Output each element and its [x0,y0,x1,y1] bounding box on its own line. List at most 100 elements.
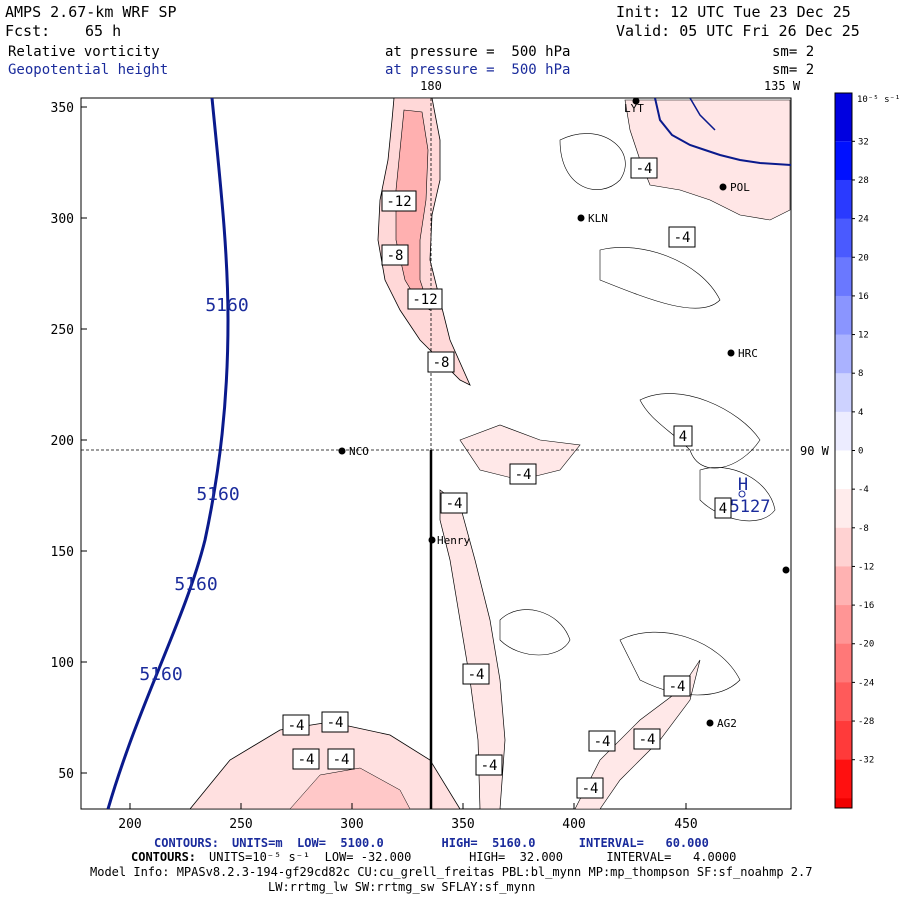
colorbar-tick-label: 24 [858,215,869,225]
lon-90w-label: 90 W [800,444,830,458]
model-info: Model Info: MPASv8.2.3-194-gf29cd82c CU:… [90,865,813,879]
station-marker [727,349,735,357]
station-marker [577,214,585,222]
height-contour-5160 [106,98,230,809]
height-label: 5160 [174,574,217,595]
colorbar-tick-label: -20 [858,640,874,650]
lon-135w-label: 135 W [764,79,801,93]
colorbar-swatch [835,798,852,808]
colorbar-swatch [835,257,852,297]
colorbar-tick-label: 28 [858,176,869,186]
vort-label: 4 [719,501,727,517]
colorbar-tick-label: -16 [858,601,874,611]
vort-label: -4 [468,667,485,683]
vort-label: -12 [386,194,411,210]
y-tick-label: 150 [51,545,74,560]
colorbar-tick-label: -4 [858,485,869,495]
vort-label: -4 [298,752,315,768]
station-marker [782,566,790,574]
field2-smoothing: sm= 2 [772,62,815,78]
colorbar-tick-label: 32 [858,137,869,147]
station-marker [632,97,640,105]
height-label: 5160 [139,664,182,685]
station-marker [428,536,436,544]
vort-label: -4 [669,679,686,695]
colorbar-swatch [835,605,852,645]
colorbar-tick-label: -28 [858,717,874,727]
colorbar-swatch [835,682,852,722]
contour-info-height: UNITS=m LOW= 5100.0 HIGH= 5160.0 INTERVA… [232,836,709,850]
high-center-value: 5127 [730,497,771,517]
vort-fill-band [439,489,506,809]
field1-smoothing: sm= 2 [772,44,815,60]
station-marker [706,719,714,727]
vort-label: -8 [387,248,404,264]
station-label-kln: KLN [588,212,608,225]
init-time: Init: 12 UTC Tue 23 Dec 25 [616,3,851,21]
colorbar-tick-label: -24 [858,678,874,688]
forecast-hour: 65 h [85,22,122,40]
vort-label: -4 [639,732,656,748]
x-tick-label: 300 [340,817,363,832]
x-tick-label: 200 [118,817,141,832]
model-info-radiation: LW:rrtmg_lw SW:rrtmg_sw SFLAY:sf_mynn [268,880,536,894]
y-tick-label: 300 [51,212,74,227]
x-tick-label: 350 [451,817,474,832]
colorbar-swatch [835,489,852,529]
vort-label: -4 [333,752,350,768]
y-tick-label: 200 [51,434,74,449]
colorbar-tick-label: 16 [858,292,869,302]
colorbar-swatch [835,179,852,220]
valid-time: Valid: 05 UTC Fri 26 Dec 25 [616,22,860,40]
colorbar-swatch [835,643,852,683]
colorbar-tick-label: -32 [858,756,874,766]
colorbar-tick-label: 12 [858,331,869,341]
vort-label: -8 [433,355,450,371]
colorbar-swatch [835,759,852,799]
colorbar-swatch [835,411,852,451]
model-title: AMPS 2.67-km WRF SP [5,3,177,21]
coastline [654,98,791,166]
colorbar-tick-label: 4 [858,408,863,418]
vort-label: -4 [481,758,498,774]
vort-label: -4 [446,496,463,512]
vort-fill-south-core [289,767,411,809]
vort-label: -4 [288,718,305,734]
x-tick-label: 400 [562,817,585,832]
colorbar-swatch [835,527,852,567]
vort-fill-mid [459,424,581,481]
station-label-ag2: AG2 [717,717,737,730]
x-tick-label: 250 [229,817,252,832]
colorbar-swatch [835,450,852,490]
station-label-henry: Henry [437,534,470,547]
vort-label: -4 [515,467,532,483]
y-tick-label: 250 [51,323,74,338]
vort-label: -4 [582,781,599,797]
colorbar-swatch [835,218,852,258]
y-tick-label: 350 [51,101,74,116]
y-axis: 350 300 250 200 150 100 50 [51,101,87,782]
field1-level: at pressure = 500 hPa [385,44,571,60]
colorbar [834,92,853,809]
station-marker [719,183,727,191]
contour-info-vorticity: UNITS=10⁻⁵ s⁻¹ LOW= -32.000 HIGH= 32.000… [209,850,737,864]
high-center-symbol: H [738,475,748,495]
contour-info-label-2: CONTOURS: [131,850,197,864]
station-label-hrc: HRC [738,347,758,360]
colorbar-swatch [835,295,852,336]
contour-info-label-1: CONTOURS: [154,836,220,850]
height-label: 5160 [196,484,239,505]
colorbar-tick-label: 0 [858,447,863,457]
colorbar-swatch [835,141,852,181]
colorbar-tick-label: -8 [858,524,869,534]
forecast-label: Fcst: [5,22,51,40]
colorbar-tick-label: -12 [858,562,874,572]
vort-label: -4 [674,230,691,246]
station-label-pol: POL [730,181,750,194]
y-tick-label: 100 [51,656,74,671]
height-label: 5160 [205,295,248,316]
vort-label: -4 [594,734,611,750]
colorbar-swatch [835,373,852,413]
field1-name: Relative vorticity [8,44,160,60]
